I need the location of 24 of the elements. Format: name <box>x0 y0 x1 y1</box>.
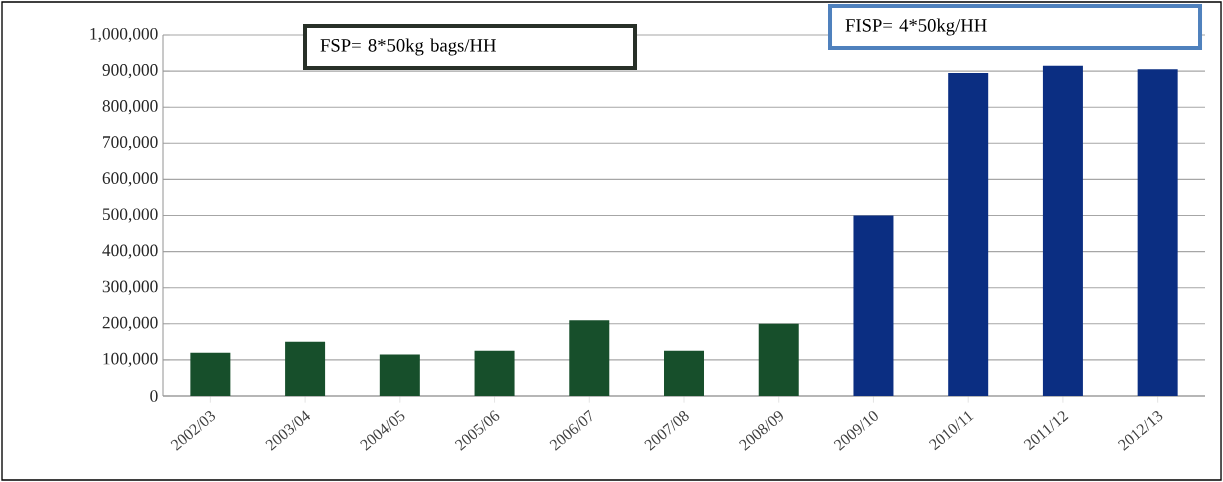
y-tick-label: 200,000 <box>102 316 158 331</box>
y-tick-label: 600,000 <box>102 172 158 187</box>
y-tick-label: 500,000 <box>102 208 158 223</box>
y-tick-label: 900,000 <box>102 64 158 79</box>
y-tick-label: 0 <box>150 390 158 402</box>
y-tick-label: 1,000,000 <box>90 27 158 43</box>
bar <box>190 352 231 396</box>
bar <box>664 350 705 396</box>
bar <box>474 350 515 396</box>
annotation: FSP= 8*50kg bags/HH <box>320 38 496 56</box>
bar <box>1042 65 1083 396</box>
bar <box>379 354 420 396</box>
bar <box>285 341 326 396</box>
bar <box>1137 69 1178 396</box>
y-tick-label: 800,000 <box>102 100 158 115</box>
annotation: FISP= 4*50kg/HH <box>845 18 987 36</box>
bar <box>569 320 610 396</box>
y-tick-label: 100,000 <box>103 352 158 368</box>
bar <box>948 72 989 396</box>
y-tick-label: 400,000 <box>102 244 158 259</box>
y-tick-label: 300,000 <box>102 280 158 295</box>
bar <box>853 215 894 396</box>
bar <box>758 323 799 396</box>
y-tick-label: 700,000 <box>103 136 158 151</box>
